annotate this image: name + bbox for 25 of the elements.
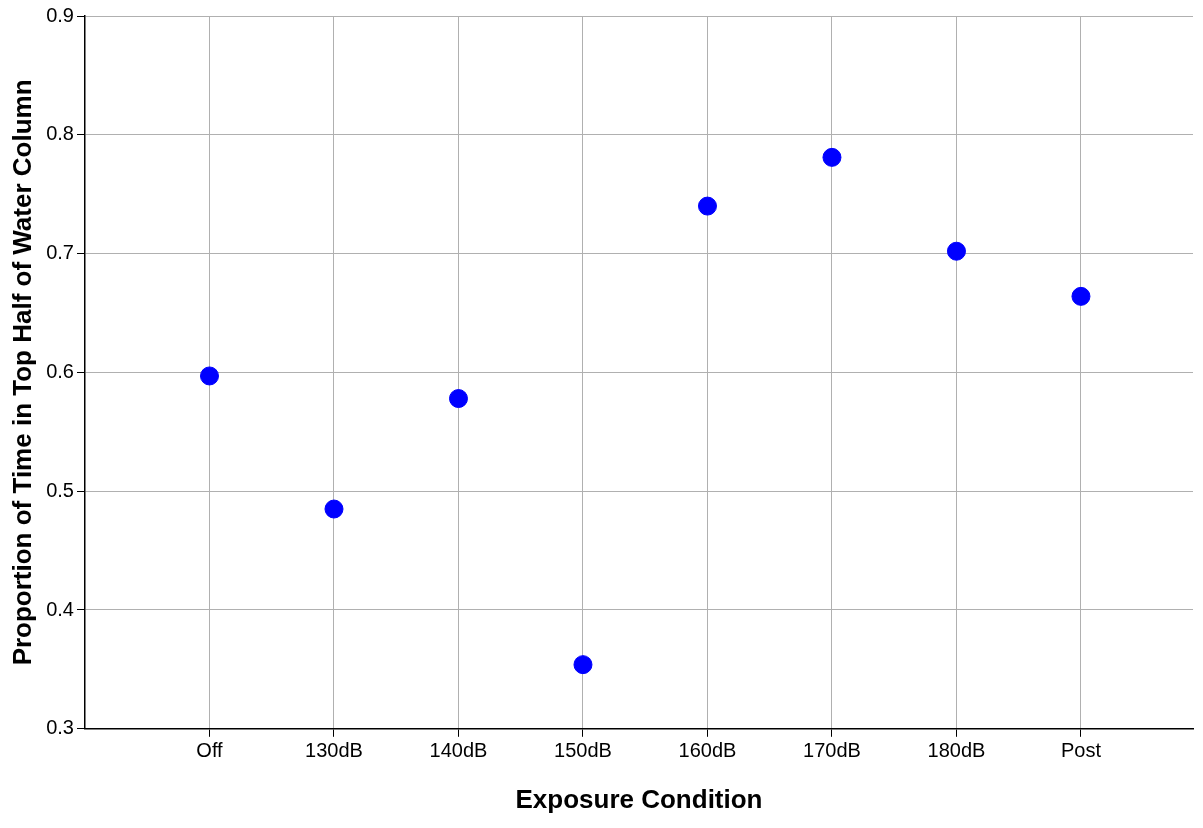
y-tick-label: 0.3: [46, 716, 74, 739]
y-axis-title: Proportion of Time in Top Half of Water Column: [6, 79, 37, 666]
point: [1071, 286, 1091, 306]
point: [448, 389, 468, 409]
x-tick-label: 130dB: [305, 739, 363, 762]
point: [946, 241, 966, 261]
point: [822, 147, 842, 167]
y-tick-label: 0.7: [46, 241, 74, 264]
y-tick-label: 0.6: [46, 359, 74, 382]
x-tick-label: 180dB: [927, 739, 986, 762]
x-tick-label: 150dB: [554, 739, 612, 762]
point: [200, 366, 219, 386]
y-tick-label: 0.9: [46, 3, 74, 26]
x-axis-title: Exposure Condition: [515, 783, 763, 814]
y-tick-label: 0.8: [46, 122, 74, 145]
x-tick-label: Off: [196, 739, 224, 762]
x-tick-label: 140dB: [429, 739, 488, 762]
x-tick-label: 160dB: [678, 739, 737, 762]
point: [573, 655, 593, 675]
x-tick-label: Post: [1060, 739, 1102, 762]
x-tick-label: 170dB: [803, 739, 861, 762]
point: [697, 196, 717, 216]
y-tick-label: 0.5: [46, 478, 74, 501]
point: [324, 499, 344, 519]
y-tick-label: 0.4: [46, 597, 74, 620]
